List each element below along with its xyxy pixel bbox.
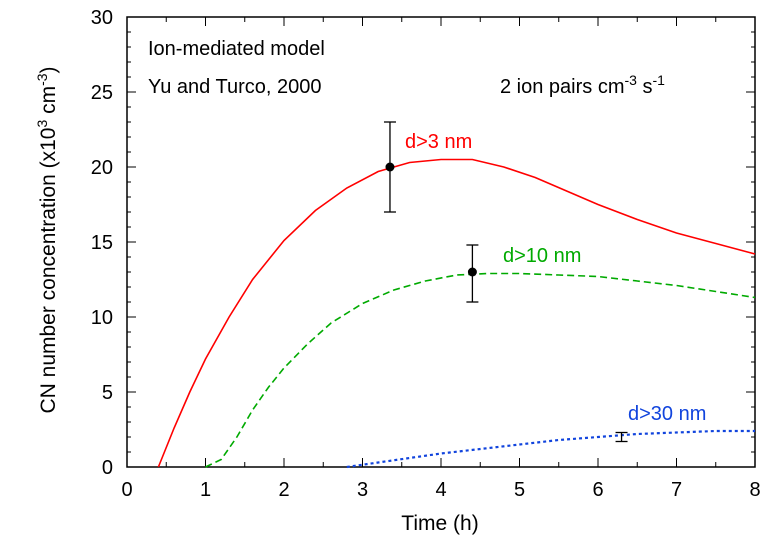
- x-tick-label: 0: [121, 479, 132, 501]
- y-axis-title-sup2: -3: [34, 73, 50, 86]
- series-label-d3nm: d>3 nm: [405, 131, 472, 153]
- y-tick-label: 15: [91, 232, 113, 254]
- x-tick-label: 2: [278, 479, 289, 501]
- ion-rate-sup1: -3: [625, 72, 638, 88]
- y-tick-label: 5: [102, 382, 113, 404]
- x-tick-label: 8: [749, 479, 760, 501]
- y-axis-title-end: ): [37, 66, 60, 73]
- model-note-line1: Ion-mediated model: [148, 38, 325, 60]
- series-layer: [157, 158, 756, 469]
- y-tick-label: 20: [91, 157, 113, 179]
- x-tick-label: 6: [592, 479, 603, 501]
- x-tick-label: 5: [514, 479, 525, 501]
- x-axis-title: Time (h): [401, 512, 478, 535]
- y-axis-title-main: CN number concentration (x10: [37, 128, 60, 414]
- x-tick-label: 3: [357, 479, 368, 501]
- series-label-d30nm: d>30 nm: [628, 403, 706, 425]
- x-tick-label: 7: [671, 479, 682, 501]
- axis-ticks: 0 1 2 3 4 5 6 7 8 0 5 10 15 20 25 30: [91, 7, 761, 501]
- ion-rate-mid: s: [637, 76, 653, 98]
- series-line-2: [346, 429, 755, 469]
- observation-marker: [385, 162, 395, 172]
- y-tick-label: 0: [102, 457, 113, 479]
- y-tick-label: 25: [91, 82, 113, 104]
- y-tick-label: 30: [91, 7, 113, 29]
- ion-rate-sup2: -1: [653, 72, 666, 88]
- y-axis-title-mid: cm: [37, 86, 60, 120]
- x-tick-label: 1: [200, 479, 211, 501]
- y-axis-title-sup1: 3: [34, 120, 50, 128]
- ion-rate-prefix: 2 ion pairs cm: [500, 76, 625, 98]
- y-axis-title: CN number concentration (x103 cm-3): [34, 66, 60, 413]
- ion-rate-note: 2 ion pairs cm-3 s-1: [500, 72, 665, 98]
- model-note-line2: Yu and Turco, 2000: [148, 76, 321, 98]
- observations-layer: [383, 121, 628, 443]
- series-label-d10nm: d>10 nm: [503, 245, 581, 267]
- x-tick-label: 4: [435, 479, 446, 501]
- observation-marker: [467, 267, 477, 277]
- series-line-1: [205, 272, 756, 468]
- y-tick-label: 10: [91, 307, 113, 329]
